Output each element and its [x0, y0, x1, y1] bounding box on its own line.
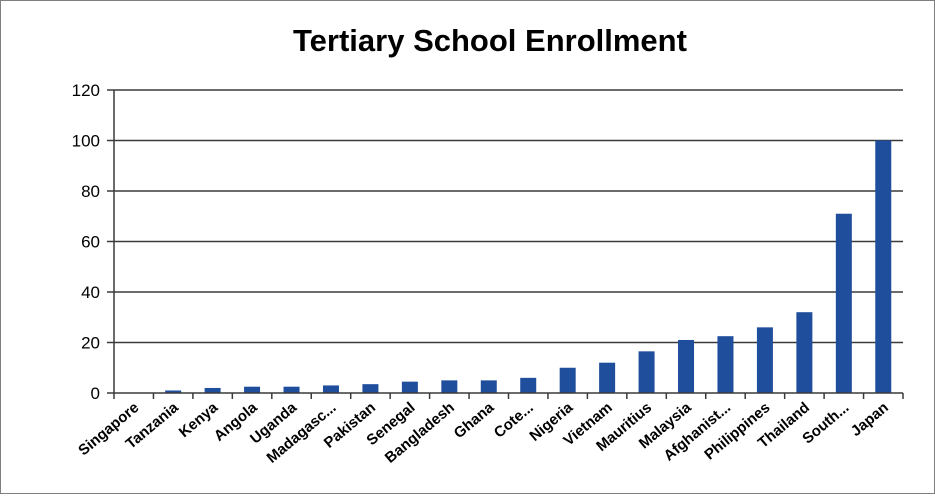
bar	[756, 327, 773, 393]
gridlines	[107, 89, 904, 399]
bar	[441, 380, 458, 393]
bar	[559, 367, 576, 393]
bar	[638, 351, 655, 393]
y-axis-tick-labels: 0 20 40 60 80 100 120	[72, 81, 100, 403]
x-tick-label: Ghana	[451, 399, 498, 442]
bar	[875, 140, 892, 393]
chart-title: Tertiary School Enrollment	[293, 23, 687, 58]
bar	[244, 386, 261, 393]
bar	[283, 386, 300, 393]
bar	[835, 213, 852, 393]
bar	[204, 387, 221, 393]
y-tick-label: 40	[81, 283, 100, 302]
bar	[322, 385, 339, 393]
bar	[520, 377, 537, 393]
y-tick-label: 100	[72, 132, 100, 151]
bar	[796, 312, 813, 393]
bar	[599, 362, 616, 393]
y-tick-label: 0	[91, 384, 100, 403]
bar	[362, 384, 379, 393]
bar	[480, 380, 497, 393]
x-tick-label: Japan	[848, 399, 892, 440]
y-tick-label: 60	[81, 233, 100, 252]
bar	[165, 390, 182, 393]
y-tick-label: 80	[81, 182, 100, 201]
bar	[678, 339, 695, 393]
bar	[401, 381, 418, 393]
bar	[717, 336, 734, 393]
axes	[113, 90, 903, 394]
bars	[165, 140, 892, 393]
y-tick-label: 20	[81, 334, 100, 353]
y-tick-label: 120	[72, 81, 100, 100]
x-axis-tick-labels: SingaporeTanzaniaKenyaAngolaUgandaMadaga…	[75, 399, 892, 467]
